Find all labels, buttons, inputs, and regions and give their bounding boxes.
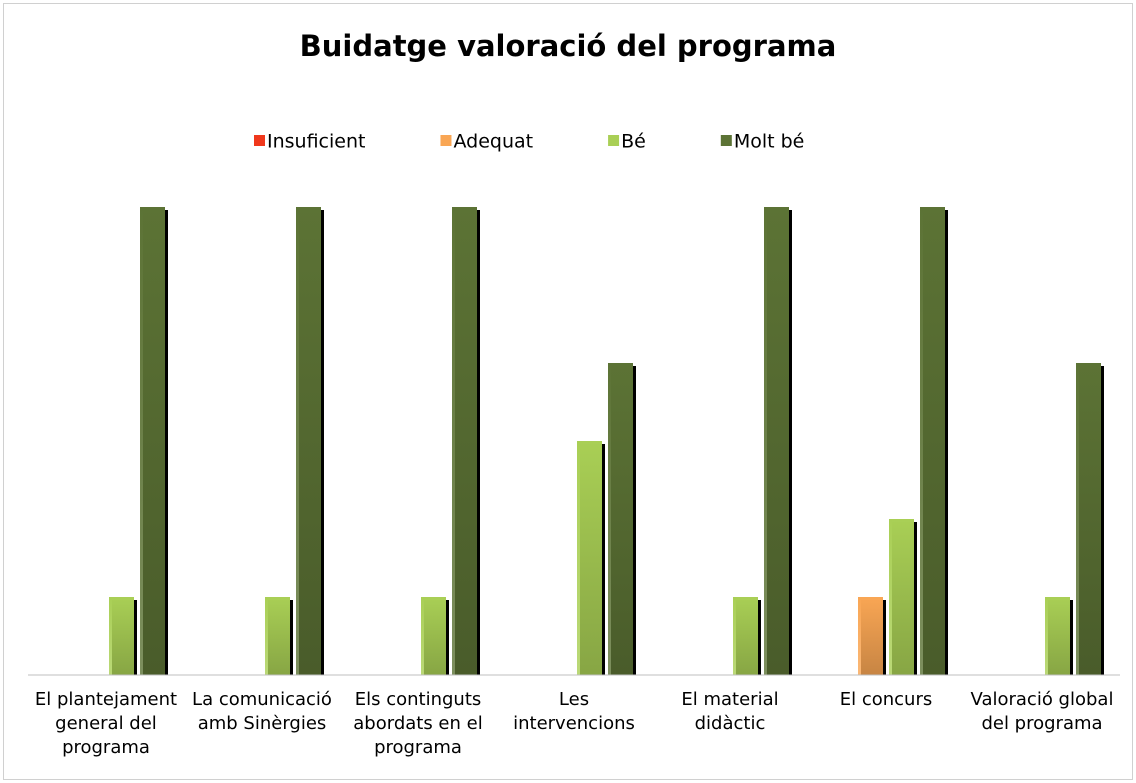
bar [577, 441, 602, 675]
x-tick-label: El material didàctic [681, 689, 779, 734]
legend-label: Bé [621, 131, 646, 153]
bar [889, 519, 914, 675]
x-tick-label: Les intervencions [513, 689, 635, 734]
bar [764, 207, 789, 675]
bar [452, 207, 477, 675]
x-tick-label: Valoració global del programa [970, 689, 1114, 734]
legend-swatch [608, 135, 620, 146]
x-tick-label: El concurs [839, 689, 933, 710]
chart-title: Buidatge valoració del programa [300, 29, 837, 63]
legend-label: Molt bé [734, 131, 805, 153]
bar [920, 207, 945, 675]
bar [1045, 597, 1070, 675]
legend-swatch [254, 135, 265, 146]
bar [140, 207, 165, 675]
legend-swatch [440, 135, 452, 146]
chart-border [3, 3, 1133, 780]
x-tick-label: El plantejament general del programa [34, 689, 178, 758]
bar [1076, 363, 1101, 675]
legend-label: Insuficient [267, 131, 365, 153]
bar [421, 597, 446, 675]
bar [109, 597, 134, 675]
x-tick-label: La comunicació amb Sinèrgies [192, 689, 332, 734]
legend-swatch [720, 135, 732, 146]
bar [858, 597, 883, 675]
x-tick-label: Els continguts abordats en el programa [353, 689, 483, 758]
legend-label: Adequat [453, 131, 533, 153]
bar [608, 363, 633, 675]
bar [265, 597, 290, 675]
bar [733, 597, 758, 675]
bar [296, 207, 321, 675]
